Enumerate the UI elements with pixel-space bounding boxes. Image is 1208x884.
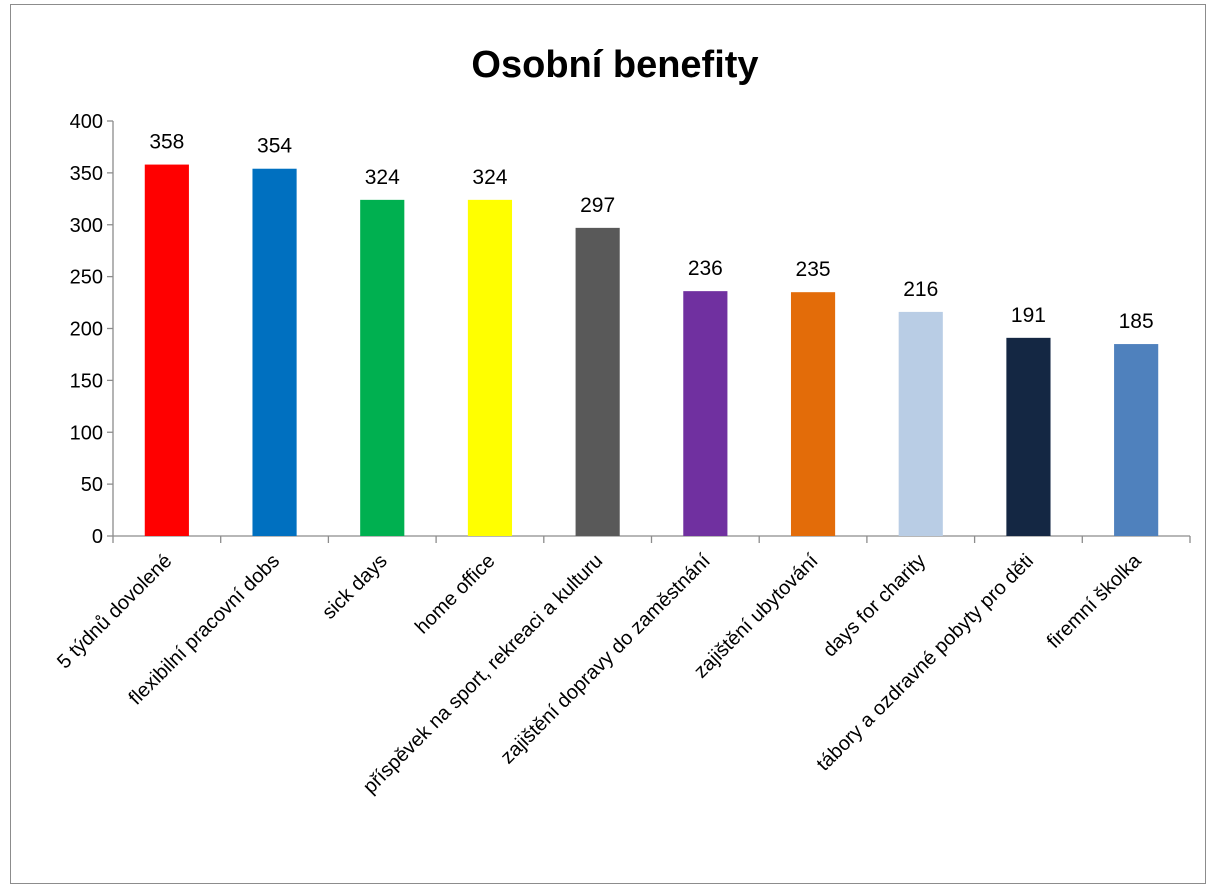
bar <box>467 199 513 536</box>
category-label: 5 týdnů dovolené <box>53 550 176 673</box>
bar <box>1006 337 1051 536</box>
data-label: 354 <box>257 135 292 158</box>
x-axis <box>112 535 1191 543</box>
y-tick-label: 300 <box>70 215 103 237</box>
category-label: sick days <box>318 550 392 624</box>
data-label: 324 <box>365 166 400 189</box>
category-label: home office <box>411 550 499 638</box>
category-label: tábory a ozdravné pobyty pro děti <box>813 550 1038 775</box>
y-tick-label: 200 <box>70 319 103 341</box>
category-label: zajištění dopravy do zaměstnání <box>497 550 716 769</box>
y-tick-label: 150 <box>70 370 103 392</box>
y-tick-label: 350 <box>70 163 103 185</box>
bar <box>790 292 836 536</box>
y-tick-label: 50 <box>81 474 103 496</box>
category-label: days for charity <box>819 550 930 661</box>
bar <box>252 168 297 536</box>
data-label: 297 <box>580 194 615 217</box>
data-label: 185 <box>1119 310 1154 333</box>
bar <box>360 199 405 536</box>
bar <box>898 311 943 536</box>
data-label: 235 <box>796 258 831 281</box>
bar <box>575 227 620 537</box>
data-label: 191 <box>1011 304 1046 327</box>
y-tick-label: 0 <box>92 526 103 548</box>
data-label: 358 <box>149 131 184 154</box>
y-tick-label: 250 <box>70 267 103 289</box>
bar <box>144 164 189 536</box>
data-labels: 358 354 324 324 297 236 235 216 191 185 <box>149 131 1153 333</box>
category-label: příspěvek na sport, rekreaci a kulturu <box>359 550 607 798</box>
data-label: 236 <box>688 257 723 280</box>
chart-title: Osobní benefity <box>471 44 758 86</box>
bars <box>144 164 1159 537</box>
y-tick-label: 400 <box>70 111 103 133</box>
data-label: 324 <box>472 166 507 189</box>
bar <box>1114 344 1159 536</box>
y-tick-label: 100 <box>70 422 103 444</box>
y-axis: 0 50 100 150 200 250 300 350 400 <box>70 111 114 548</box>
category-label: firemní školka <box>1043 549 1146 652</box>
data-label: 216 <box>903 278 938 301</box>
bar <box>683 291 728 536</box>
